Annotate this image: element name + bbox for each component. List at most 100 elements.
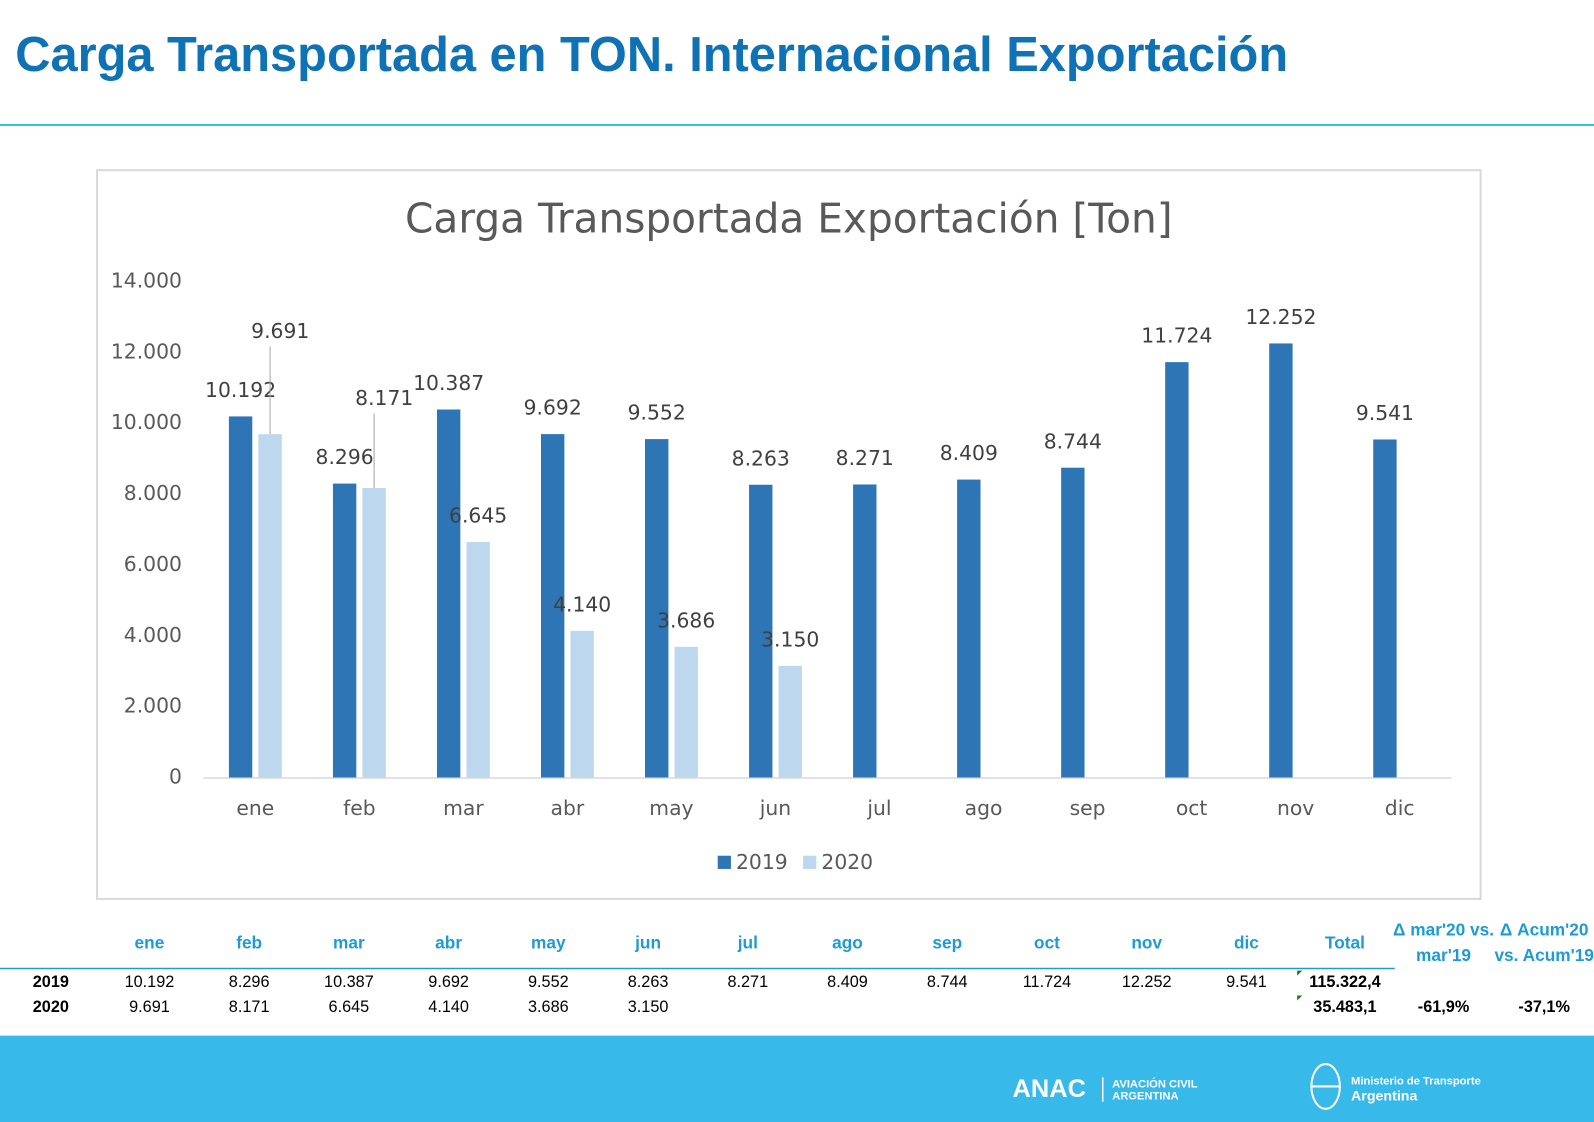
anac-logo: ANAC — [1013, 1075, 1086, 1103]
table-delta: -61,9% — [1418, 998, 1470, 1016]
logo-separator — [1101, 1077, 1104, 1102]
bar — [362, 488, 386, 778]
table-cell: 8.409 — [827, 973, 868, 991]
data-label: 10.192 — [205, 378, 276, 402]
table-header: mar — [333, 933, 365, 953]
anac-sub: AVIACIÓN CIVIL — [1112, 1077, 1198, 1090]
table-header: jul — [737, 933, 758, 953]
data-label: 11.724 — [1141, 324, 1212, 348]
data-label: 9.692 — [524, 396, 582, 420]
data-label: 9.691 — [251, 319, 309, 343]
y-tick-label: 4.000 — [124, 623, 182, 647]
data-label: 8.263 — [732, 446, 790, 470]
data-label: 8.409 — [940, 441, 998, 465]
bar — [1165, 362, 1189, 778]
data-label: 8.744 — [1044, 429, 1102, 453]
page-title: Carga Transportada en TON. Internacional… — [15, 28, 1288, 82]
table-header: ago — [832, 933, 863, 953]
x-tick-label: ene — [236, 796, 274, 820]
table-cell: 6.645 — [329, 998, 370, 1016]
row-label: 2020 — [33, 998, 69, 1016]
x-tick-label: feb — [343, 796, 376, 820]
title-rule — [0, 123, 1594, 127]
legend-label: 2019 — [736, 850, 788, 874]
table-cell: 12.252 — [1122, 973, 1172, 991]
data-label: 3.686 — [657, 608, 715, 632]
anac-sub: ARGENTINA — [1112, 1091, 1178, 1103]
data-label: 8.271 — [836, 446, 894, 470]
table-cell: 9.552 — [528, 973, 569, 991]
x-tick-label: jun — [759, 796, 791, 820]
chart-title: Carga Transportada Exportación [Ton] — [405, 195, 1173, 243]
data-label: 8.171 — [355, 386, 413, 410]
x-tick-label: mar — [443, 796, 484, 820]
table-header: Total — [1325, 933, 1365, 953]
data-label: 3.150 — [761, 627, 819, 651]
table-total: 35.483,1 — [1313, 998, 1376, 1016]
x-tick-label: abr — [551, 796, 585, 820]
data-label: 4.140 — [553, 592, 611, 616]
y-tick-label: 8.000 — [124, 481, 182, 505]
legend-swatch — [803, 855, 817, 869]
bar — [1269, 343, 1293, 778]
table-header: oct — [1034, 933, 1060, 953]
legend-label: 2020 — [821, 850, 873, 874]
table-header: Δ mar'20 vs. — [1393, 919, 1494, 939]
table-header: abr — [435, 933, 462, 953]
table-header: may — [531, 933, 566, 953]
bar — [1373, 439, 1397, 778]
table-header: feb — [236, 933, 262, 953]
data-label: 6.645 — [449, 504, 507, 528]
bar — [957, 479, 981, 778]
y-tick-label: 6.000 — [124, 552, 182, 576]
table-cell: 8.296 — [229, 973, 270, 991]
ministry: Argentina — [1351, 1088, 1417, 1104]
table-cell: 11.724 — [1023, 973, 1072, 991]
table-header: sep — [932, 933, 962, 953]
legend-swatch — [717, 855, 731, 869]
table-cell: 9.691 — [129, 998, 170, 1016]
table-header: vs. Acum'19 — [1494, 945, 1593, 965]
bar — [466, 542, 490, 778]
bar — [749, 484, 773, 778]
cell-flag — [1297, 970, 1303, 976]
bar — [645, 439, 669, 778]
table-header: dic — [1234, 933, 1259, 953]
table-header: Δ Acum'20 — [1500, 919, 1589, 939]
row-label: 2019 — [33, 973, 69, 991]
bar — [436, 409, 461, 778]
bar — [674, 646, 698, 778]
table-cell: 3.686 — [528, 998, 569, 1016]
bar — [570, 630, 594, 778]
y-tick-label: 0 — [169, 764, 182, 788]
x-tick-label: may — [649, 796, 693, 820]
y-tick-label: 12.000 — [111, 339, 182, 363]
cell-flag — [1297, 995, 1303, 1001]
ministry: Ministerio de Transporte — [1351, 1075, 1481, 1087]
x-tick-label: oct — [1176, 796, 1208, 820]
bar — [778, 665, 802, 778]
data-label: 9.541 — [1356, 401, 1414, 425]
table-cell: 8.744 — [927, 973, 968, 991]
bar — [332, 483, 357, 778]
y-tick-label: 14.000 — [111, 269, 182, 293]
y-tick-label: 2.000 — [124, 694, 182, 718]
table-header: ene — [135, 933, 165, 953]
data-label: 12.252 — [1245, 305, 1316, 329]
bar — [853, 484, 877, 778]
table-header: jun — [634, 933, 661, 953]
table-cell: 4.140 — [428, 998, 469, 1016]
y-tick-label: 10.000 — [111, 410, 182, 434]
table-cell: 10.192 — [125, 973, 175, 991]
data-label: 10.387 — [413, 371, 484, 395]
table-total: 115.322,4 — [1309, 973, 1380, 991]
bar — [1061, 467, 1085, 778]
table-cell: 8.171 — [229, 998, 270, 1016]
table-header: mar'19 — [1416, 945, 1471, 965]
bar — [540, 434, 565, 778]
table-cell: 10.387 — [324, 973, 374, 991]
data-label: 8.296 — [316, 445, 374, 469]
table-cell: 8.263 — [628, 973, 669, 991]
